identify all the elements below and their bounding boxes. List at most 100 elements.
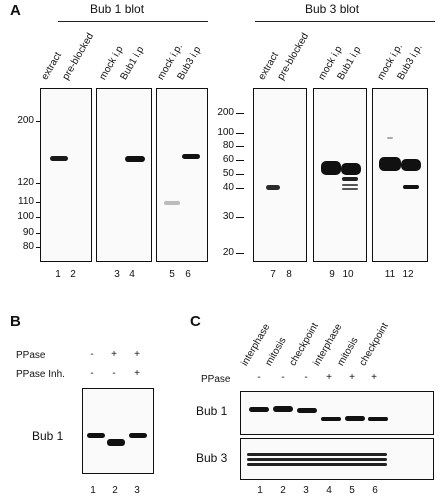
band <box>403 185 419 189</box>
band <box>387 137 393 139</box>
lane-number: 4 <box>326 485 332 496</box>
ppase-row-label: PPase <box>16 350 46 361</box>
lane-number: 3 <box>303 485 309 496</box>
ppase-sign: + <box>371 372 377 383</box>
lane-header-pre-blocked: pre-blocked <box>60 31 97 82</box>
blot-lanes-3-4 <box>96 88 152 262</box>
lane-number: 1 <box>257 485 263 496</box>
band <box>379 157 401 171</box>
blot-lanes-7-8 <box>253 88 307 262</box>
band <box>342 177 358 181</box>
lane-number: 11 <box>384 269 396 280</box>
band <box>297 408 317 413</box>
mw-80-r: 80 <box>222 140 234 151</box>
band <box>321 161 341 175</box>
lane-number: 5 <box>349 485 355 496</box>
lane-number: 2 <box>70 269 76 280</box>
mw-100: 100 <box>17 211 34 222</box>
mw-50-r: 50 <box>222 168 234 179</box>
bub3-title-rule <box>255 21 435 22</box>
mw-tick <box>236 160 244 161</box>
mw-120: 120 <box>17 177 34 188</box>
ppase-sign: - <box>281 372 285 383</box>
mw-tick <box>36 217 43 218</box>
lane-number: 3 <box>114 269 120 280</box>
lane-number: 12 <box>402 269 414 280</box>
blot-panel-c-bub1 <box>240 391 434 435</box>
band <box>249 407 269 412</box>
lane-number: 2 <box>280 485 286 496</box>
band <box>401 159 421 171</box>
band <box>266 185 280 190</box>
blot-lanes-11-12 <box>372 88 428 262</box>
blot-lanes-1-2 <box>40 88 92 262</box>
lane-header-extract: extract <box>39 50 65 82</box>
bub3-blot-title: Bub 3 blot <box>305 2 360 16</box>
band <box>247 458 387 461</box>
mw-tick <box>36 247 43 248</box>
panel-c-bub3-label: Bub 3 <box>196 451 228 465</box>
band <box>368 417 388 421</box>
inhibitor-sign: - <box>90 368 94 379</box>
lane-header-checkpoint-2: checkpoint <box>357 321 391 368</box>
ppase-sign: - <box>90 349 94 360</box>
band <box>342 184 358 186</box>
band <box>341 163 361 175</box>
lane-number: 1 <box>90 485 96 496</box>
blot-lanes-9-10 <box>313 88 367 262</box>
lane-number: 10 <box>342 269 354 280</box>
panel-c-bub1-label: Bub 1 <box>196 404 228 418</box>
panel-b-letter: B <box>10 313 21 330</box>
band <box>125 156 145 162</box>
ppase-inh-row-label: PPase Inh. <box>16 369 65 380</box>
band <box>273 406 293 412</box>
band <box>321 417 341 421</box>
mw-60-r: 60 <box>222 154 234 165</box>
band <box>50 156 68 161</box>
blot-panel-c-bub3 <box>240 438 434 480</box>
mw-200-r: 200 <box>217 107 234 118</box>
ppase-sign: + <box>349 372 355 383</box>
lane-number: 6 <box>185 269 191 280</box>
lane-number: 7 <box>270 269 276 280</box>
mw-tick <box>36 121 43 122</box>
ppase-sign: + <box>134 349 140 360</box>
band <box>345 416 365 421</box>
mw-100-r: 100 <box>217 127 234 138</box>
lane-header-pre-blocked-r: pre-blocked <box>275 31 312 82</box>
lane-number: 6 <box>372 485 378 496</box>
lane-header-mitosis: mitosis <box>263 335 289 368</box>
band <box>164 201 180 205</box>
panel-b-blot-label: Bub 1 <box>32 429 64 443</box>
ppase-sign: + <box>111 349 117 360</box>
band <box>247 463 387 466</box>
ppase-sign: - <box>257 372 261 383</box>
lane-number: 1 <box>55 269 61 280</box>
band <box>107 439 125 446</box>
mw-20-r: 20 <box>222 247 234 258</box>
mw-tick <box>236 146 244 147</box>
ppase-sign: - <box>304 372 308 383</box>
lane-number: 3 <box>134 485 140 496</box>
mw-tick <box>236 217 244 218</box>
blot-panel-b <box>82 388 154 474</box>
ppase-sign: + <box>326 372 332 383</box>
mw-tick <box>236 174 244 175</box>
panel-c-ppase-label: PPase <box>201 374 231 385</box>
bub1-title-rule <box>58 21 208 22</box>
mw-80: 80 <box>22 241 34 252</box>
bub1-blot-title: Bub 1 blot <box>90 2 145 16</box>
panel-a-letter: A <box>10 2 21 19</box>
inhibitor-sign: - <box>112 368 116 379</box>
lane-number: 5 <box>169 269 175 280</box>
band <box>342 188 358 190</box>
mw-200: 200 <box>17 115 34 126</box>
mw-tick <box>236 188 244 189</box>
lane-number: 8 <box>286 269 292 280</box>
blot-lanes-5-6 <box>156 88 208 262</box>
lane-number: 9 <box>329 269 335 280</box>
band <box>247 453 387 456</box>
mw-tick <box>236 253 244 254</box>
mw-tick <box>36 233 43 234</box>
